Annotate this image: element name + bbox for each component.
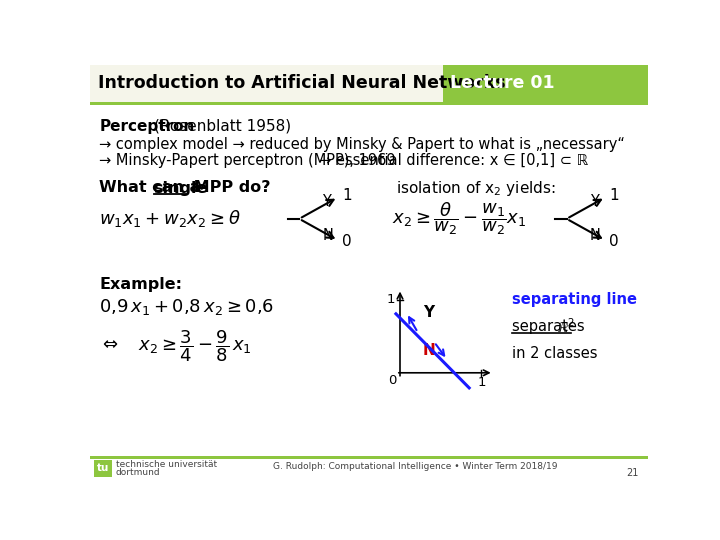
Text: Introduction to Artificial Neural Networks: Introduction to Artificial Neural Networ… — [98, 75, 505, 92]
Text: dortmund: dortmund — [116, 468, 160, 477]
Text: Example:: Example: — [99, 276, 182, 292]
Text: $\mathbb{R}^2$: $\mathbb{R}^2$ — [557, 318, 575, 336]
Text: MPP do?: MPP do? — [188, 180, 270, 195]
Text: N: N — [590, 228, 600, 243]
Text: 1: 1 — [477, 375, 485, 389]
Text: → Minsky-Papert perceptron (MPP), 1969: → Minsky-Papert perceptron (MPP), 1969 — [99, 153, 396, 168]
Bar — [90, 456, 648, 459]
Text: technische universität: technische universität — [116, 460, 217, 469]
Text: → essential difference: x ∈ [0,1] ⊂ ℝ: → essential difference: x ∈ [0,1] ⊂ ℝ — [319, 153, 588, 168]
Text: What can a: What can a — [99, 180, 207, 195]
Text: $0{,}9\, x_1 + 0{,}8\, x_2 \geq 0{,}6$: $0{,}9\, x_1 + 0{,}8\, x_2 \geq 0{,}6$ — [99, 298, 274, 318]
Text: Lecture 01: Lecture 01 — [451, 75, 555, 92]
Text: 0: 0 — [609, 234, 619, 249]
Text: 0: 0 — [388, 374, 397, 387]
Text: → complex model → reduced by Minsky & Papert to what is „necessary“: → complex model → reduced by Minsky & Pa… — [99, 137, 625, 152]
Text: G. Rudolph: Computational Intelligence • Winter Term 2018/19: G. Rudolph: Computational Intelligence •… — [274, 462, 558, 471]
Text: (Rosenblatt 1958): (Rosenblatt 1958) — [153, 119, 291, 134]
Text: Y: Y — [590, 194, 599, 210]
Text: separates: separates — [513, 319, 590, 334]
Text: separating line: separating line — [513, 292, 637, 307]
Text: tu: tu — [97, 463, 109, 473]
Text: $\Leftrightarrow \quad x_2 \geq \dfrac{3}{4} - \dfrac{9}{8}\, x_1$: $\Leftrightarrow \quad x_2 \geq \dfrac{3… — [99, 328, 252, 363]
Text: N: N — [423, 343, 436, 359]
Text: $w_1 x_1 + w_2 x_2 \geq \theta$: $w_1 x_1 + w_2 x_2 \geq \theta$ — [99, 208, 241, 230]
Text: Y: Y — [423, 305, 434, 320]
Text: 1: 1 — [342, 188, 351, 203]
Text: $x_2 \geq \dfrac{\theta}{w_2} - \dfrac{w_1}{w_2} x_1$: $x_2 \geq \dfrac{\theta}{w_2} - \dfrac{w… — [392, 200, 526, 237]
Text: 0: 0 — [342, 234, 351, 249]
Text: N: N — [323, 228, 333, 243]
Bar — [94, 460, 112, 477]
Text: in 2 classes: in 2 classes — [513, 346, 598, 361]
Text: 1: 1 — [609, 188, 619, 203]
Bar — [90, 102, 648, 105]
Bar — [90, 65, 648, 102]
Text: isolation of $\mathrm{x}_2$ yields:: isolation of $\mathrm{x}_2$ yields: — [396, 179, 556, 198]
Text: Perceptron: Perceptron — [99, 119, 194, 134]
Text: 21: 21 — [626, 468, 639, 478]
Bar — [443, 65, 648, 102]
Text: Y: Y — [323, 194, 331, 210]
Text: 1: 1 — [387, 293, 395, 306]
Text: single: single — [153, 180, 208, 195]
